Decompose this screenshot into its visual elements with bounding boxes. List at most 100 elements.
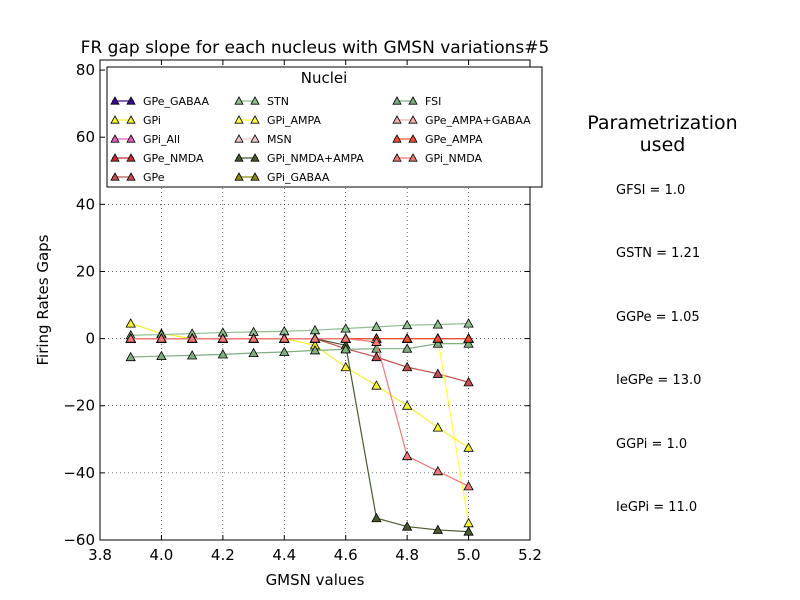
data-point [432, 338, 444, 348]
data-point [340, 361, 351, 372]
y-tick-label: −20 [63, 397, 95, 415]
legend-marker [408, 115, 418, 124]
series-fsi [125, 338, 474, 362]
legend-marker [250, 96, 260, 105]
x-tick-label: 5.0 [457, 546, 481, 564]
legend-label: GPe_AMPA [425, 133, 483, 146]
x-tick-label: 4.8 [395, 546, 419, 564]
legend-marker [234, 115, 244, 124]
legend-marker [126, 96, 136, 105]
series-gpi-nmda-ampa [125, 333, 474, 536]
param-iegpi: IeGPi = 11.0 [616, 500, 698, 515]
legend-entry: GPe [110, 171, 165, 184]
legend-label: GPe [143, 171, 165, 184]
y-axis-label: Firing Rates Gaps [34, 234, 52, 365]
data-point [463, 376, 474, 387]
y-tick-label: 0 [85, 330, 95, 348]
legend-label: GPe_NMDA [143, 152, 204, 165]
legend-marker [234, 134, 244, 143]
series-layer [125, 318, 474, 536]
legend-marker [126, 115, 136, 124]
data-point [125, 333, 136, 343]
data-point [432, 333, 444, 343]
y-tick-label: 60 [76, 128, 95, 146]
data-point [432, 422, 444, 432]
legend-label: FSI [425, 95, 441, 108]
x-tick-label: 3.8 [88, 546, 112, 564]
data-point [401, 343, 413, 353]
data-point [217, 349, 229, 359]
legend-label: GPi [143, 114, 161, 127]
data-point [463, 517, 474, 528]
legend-label: GPi_NMDA [425, 152, 482, 165]
y-tick-label: −40 [63, 464, 95, 482]
legend-entry: MSN [234, 133, 292, 146]
data-point [125, 318, 136, 328]
data-point [401, 450, 413, 461]
legend-label: STN [267, 95, 289, 108]
data-point [463, 480, 474, 491]
legend-entry: GPi_GABAA [234, 171, 330, 184]
series-line [130, 338, 469, 533]
legend-marker [110, 153, 120, 162]
legend-label: GPi_AMPA [267, 114, 321, 127]
data-point [432, 465, 444, 476]
legend-marker [110, 96, 120, 105]
data-point [371, 512, 382, 523]
legend-marker [126, 172, 136, 181]
legend: Nuclei GPe_GABAA GPi GPi_All GPe_NMDA GPe STN… [106, 66, 543, 188]
param-iegpe: IeGPe = 13.0 [616, 373, 702, 388]
y-tick-label: 20 [76, 262, 95, 280]
param-ggpe: GGPe = 1.05 [616, 310, 700, 325]
data-point [217, 333, 229, 343]
data-point [340, 344, 351, 354]
legend-marker [234, 96, 244, 105]
data-point [432, 319, 444, 329]
x-tick-label: 4.6 [334, 546, 358, 564]
legend-entry: GPi_AMPA [234, 114, 321, 127]
series-stn [125, 318, 474, 340]
legend-items: GPe_GABAA GPi GPi_All GPe_NMDA GPe STN GPi_AMP… [110, 95, 531, 184]
legend-marker [250, 153, 260, 162]
series-line [130, 338, 469, 383]
data-point [371, 380, 382, 390]
series-gpi-nmda [125, 333, 474, 491]
parametrization-title: Parametrization used [570, 112, 755, 156]
data-point [463, 442, 474, 452]
legend-marker [110, 134, 120, 143]
chart-title: FR gap slope for each nucleus with GMSN … [81, 38, 550, 58]
legend-entry: GPe_AMPA+GABAA [392, 114, 531, 127]
legend-entry: GPe_AMPA [392, 133, 483, 146]
legend-entry: GPi [110, 114, 161, 127]
y-tick-label: 80 [76, 61, 95, 79]
data-point [125, 351, 136, 362]
legend-marker [126, 153, 136, 162]
legend-marker [250, 172, 260, 181]
legend-marker [392, 153, 402, 162]
data-point [371, 336, 382, 346]
x-tick-label: 4.2 [211, 546, 235, 564]
data-point [340, 333, 351, 343]
legend-entry: GPi_NMDA [392, 152, 482, 165]
param-gfsi: GFSI = 1.0 [616, 183, 686, 198]
x-tick-label: 4.0 [149, 546, 173, 564]
legend-marker [408, 134, 418, 143]
legend-marker [110, 172, 120, 181]
data-point [463, 318, 474, 328]
data-point [401, 361, 413, 372]
legend-entry: FSI [392, 95, 441, 108]
legend-marker [250, 115, 260, 124]
y-tick-label: 40 [76, 195, 95, 213]
data-point [432, 368, 444, 378]
data-point [340, 323, 351, 333]
legend-label: GPe_GABAA [143, 95, 209, 108]
legend-marker [392, 134, 402, 143]
legend-label: GPi_All [143, 133, 180, 146]
param-gstn: GSTN = 1.21 [616, 246, 701, 261]
legend-label: GPi_GABAA [267, 171, 330, 184]
series-line [130, 338, 470, 524]
data-point [156, 350, 167, 361]
legend-entry: GPi_All [110, 133, 180, 146]
legend-entry: GPi_NMDA+AMPA [234, 152, 364, 165]
